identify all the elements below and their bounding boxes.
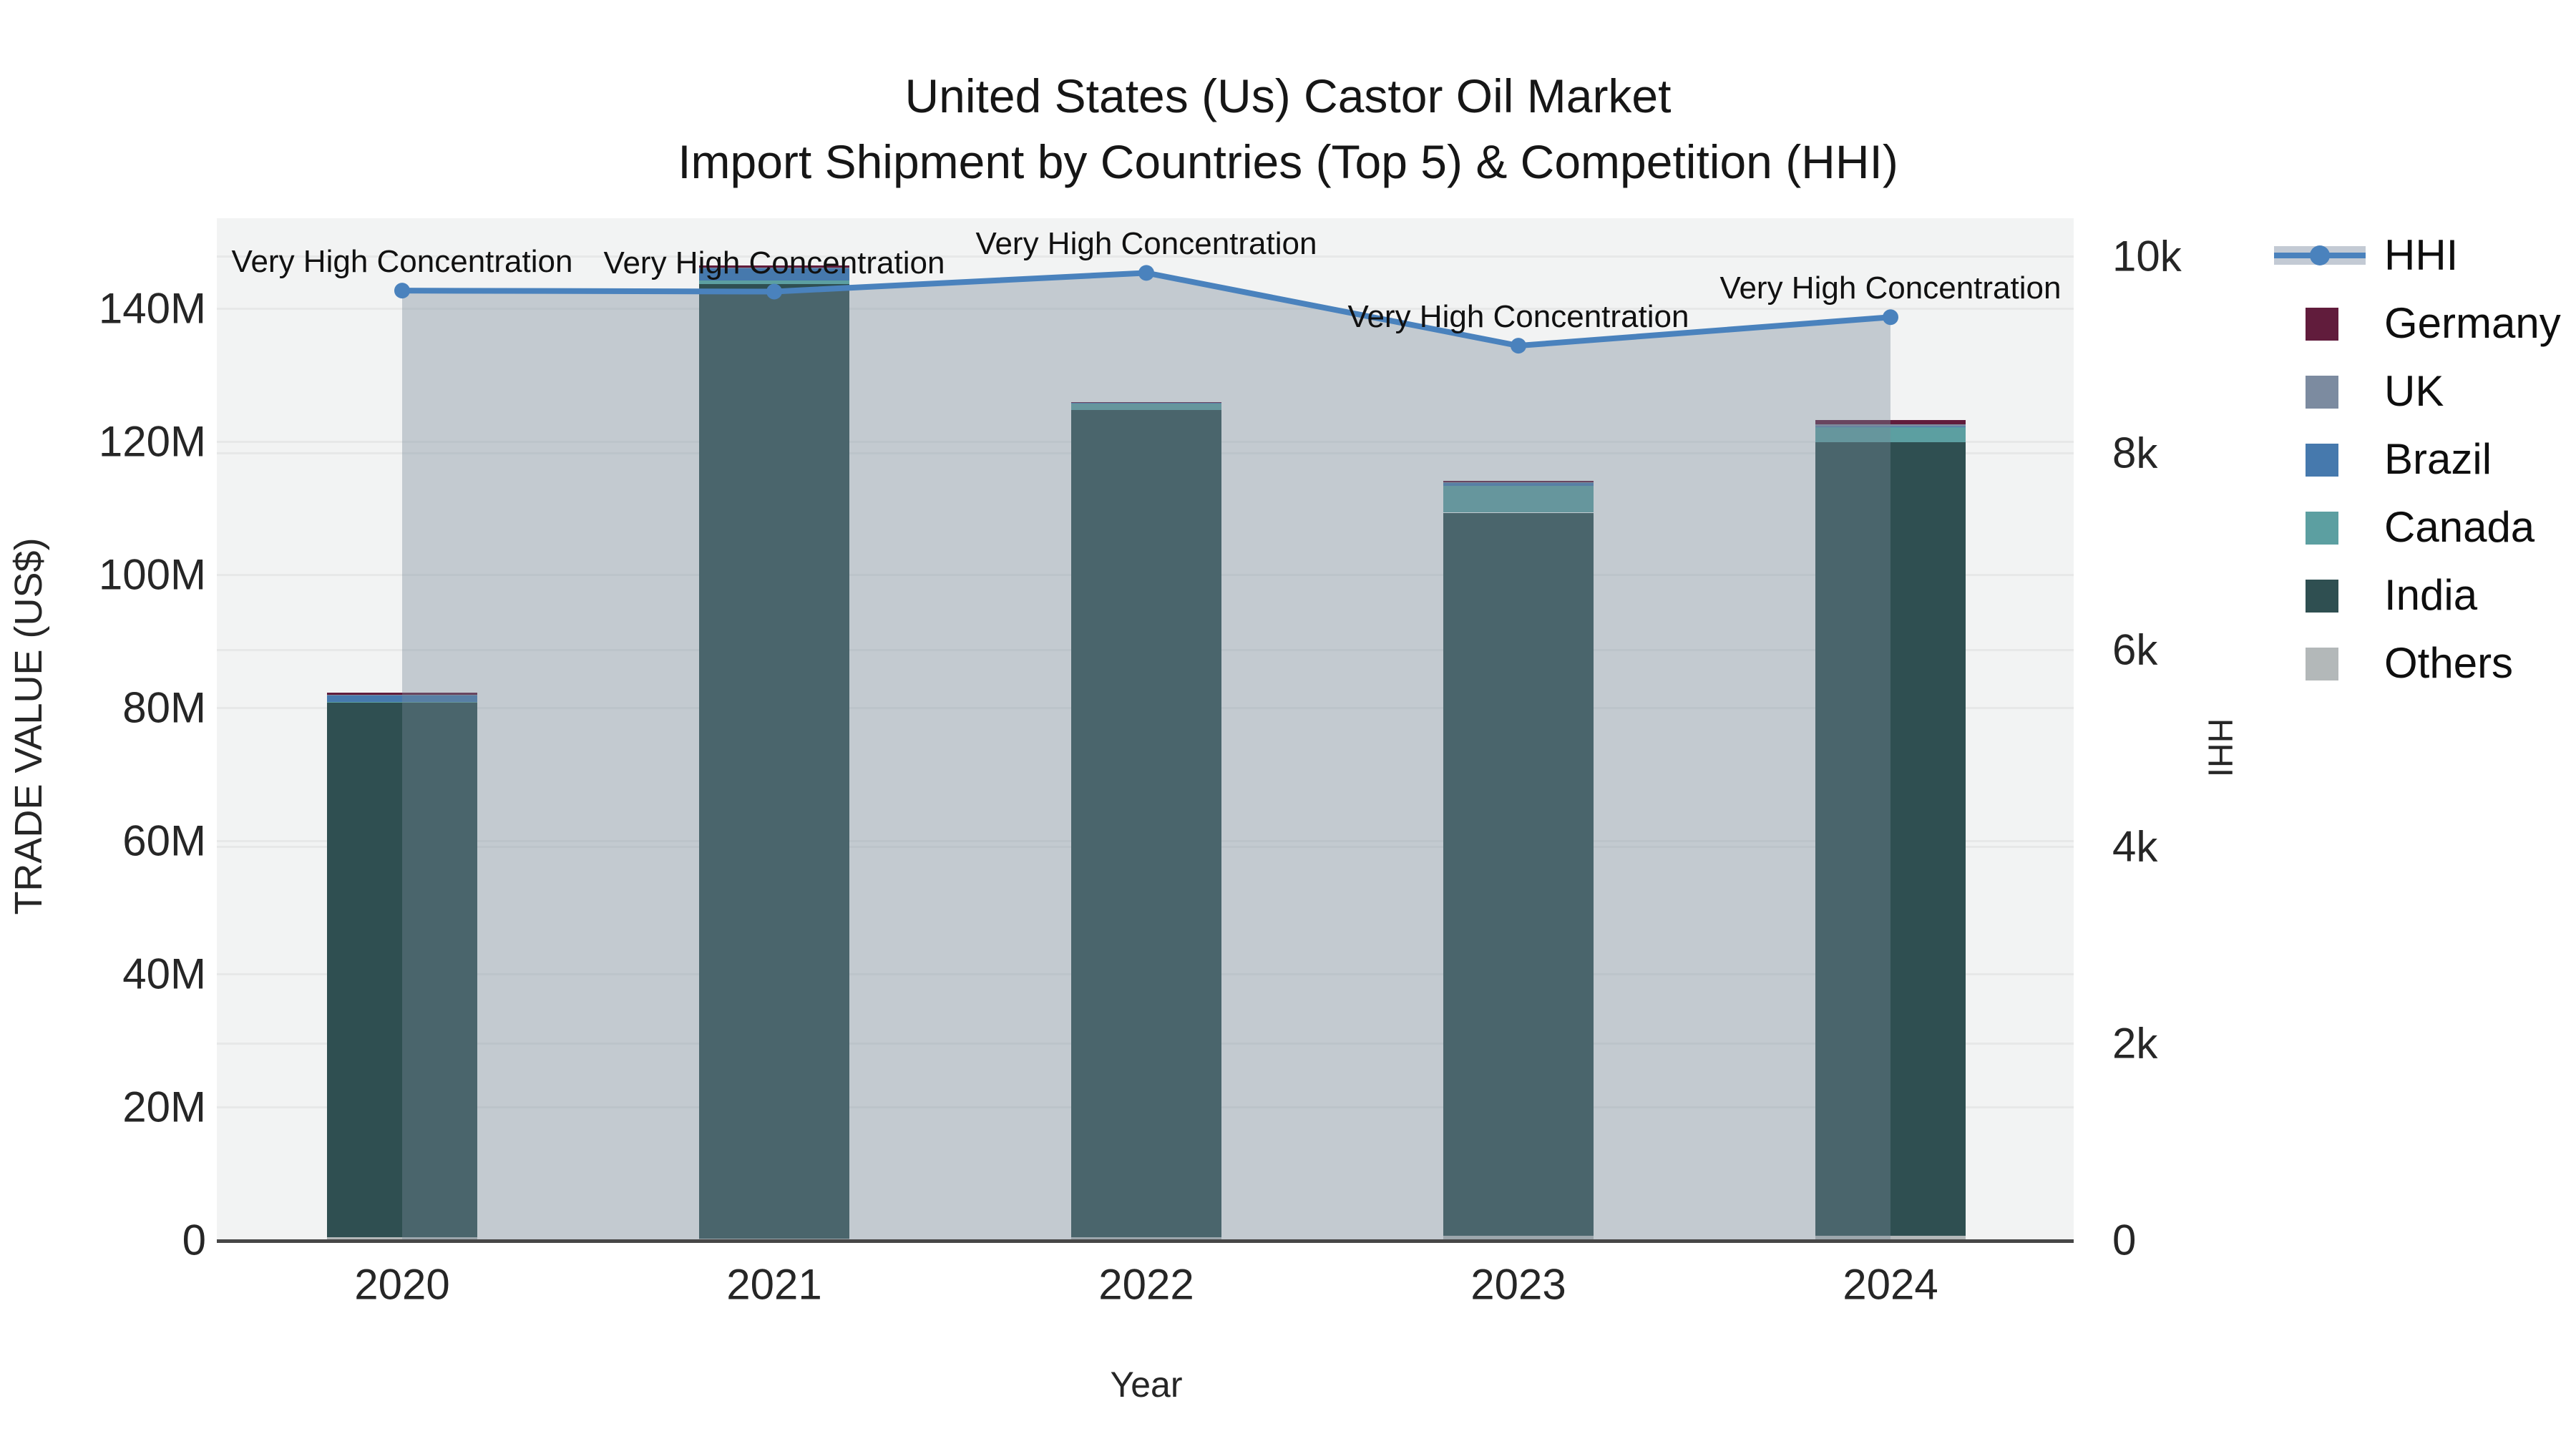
- annotation-2023: Very High Concentration: [1347, 299, 1689, 335]
- legend-label: Germany: [2384, 299, 2561, 347]
- hhi-marker-2023[interactable]: [1511, 338, 1526, 354]
- annotation-2024: Very High Concentration: [1719, 270, 2062, 306]
- legend-item-brazil[interactable]: Brazil: [2274, 434, 2561, 484]
- canada-swatch-icon: [2274, 502, 2366, 552]
- legend-item-germany[interactable]: Germany: [2274, 298, 2561, 348]
- legend-item-india[interactable]: India: [2274, 570, 2561, 620]
- right-tick-10k: 10k: [2112, 232, 2182, 280]
- chart-title-line2: Import Shipment by Countries (Top 5) & C…: [678, 135, 1898, 188]
- germany-swatch-icon: [2274, 298, 2366, 348]
- x-tick-2022: 2022: [1098, 1260, 1194, 1309]
- legend-label: Canada: [2384, 503, 2535, 551]
- bar-segment-brazil-2023[interactable]: [1443, 482, 1594, 487]
- hhi-marker-2021[interactable]: [766, 283, 782, 300]
- left-tick-60M: 60M: [122, 816, 206, 865]
- others-swatch-icon: [2274, 638, 2366, 688]
- annotation-2020: Very High Concentration: [231, 244, 573, 280]
- left-tick-100M: 100M: [98, 550, 206, 599]
- x-tick-2021: 2021: [726, 1260, 822, 1309]
- bar-segment-others-2023[interactable]: [1443, 1236, 1594, 1240]
- bar-segment-uk-2024[interactable]: [1815, 424, 1966, 426]
- bar-segment-brazil-2020[interactable]: [327, 695, 477, 702]
- x-tick-2024: 2024: [1843, 1260, 1938, 1309]
- right-tick-2k: 2k: [2112, 1019, 2158, 1068]
- hhi-area-fill: [402, 273, 1890, 1240]
- legend-item-hhi[interactable]: HHI: [2274, 230, 2561, 280]
- bar-segment-india-2023[interactable]: [1443, 512, 1594, 1236]
- x-axis-title: Year: [1110, 1365, 1183, 1405]
- bar-segment-germany-2024[interactable]: [1815, 420, 1966, 425]
- bar-segment-others-2020[interactable]: [327, 1237, 477, 1240]
- india-swatch-icon: [2274, 570, 2366, 620]
- bar-segment-india-2021[interactable]: [699, 283, 849, 1239]
- left-tick-140M: 140M: [98, 284, 206, 333]
- legend-item-canada[interactable]: Canada: [2274, 502, 2561, 552]
- legend-item-uk[interactable]: UK: [2274, 366, 2561, 416]
- left-tick-80M: 80M: [122, 683, 206, 732]
- bar-segment-germany-2021[interactable]: [699, 265, 849, 268]
- bar-segment-canada-2023[interactable]: [1443, 486, 1594, 513]
- bar-segment-canada-2022[interactable]: [1071, 403, 1221, 411]
- hhi-marker-2024[interactable]: [1883, 309, 1898, 326]
- x-tick-2020: 2020: [354, 1260, 450, 1309]
- chart-title: United States (Us) Castor Oil Market Imp…: [0, 63, 2576, 195]
- gridline-left: [217, 307, 2074, 310]
- hhi-line-swatch-icon: [2274, 230, 2366, 280]
- legend: HHI Germany UK Brazil Canada India Others: [2274, 230, 2561, 706]
- bar-segment-brazil-2021[interactable]: [699, 268, 849, 281]
- bar-segment-others-2022[interactable]: [1071, 1237, 1221, 1240]
- annotation-2022: Very High Concentration: [975, 226, 1317, 262]
- annotation-2021: Very High Concentration: [603, 245, 945, 280]
- left-tick-0: 0: [182, 1216, 206, 1264]
- legend-label: HHI: [2384, 231, 2459, 279]
- left-tick-120M: 120M: [98, 417, 206, 466]
- left-tick-40M: 40M: [122, 950, 206, 998]
- bar-segment-germany-2020[interactable]: [327, 693, 477, 695]
- legend-label: UK: [2384, 367, 2444, 415]
- plot-area: Very High Concentration Very High Concent…: [217, 218, 2074, 1243]
- bar-segment-brazil-2022[interactable]: [1071, 402, 1221, 404]
- legend-label: Brazil: [2384, 435, 2492, 483]
- bar-segment-others-2024[interactable]: [1815, 1235, 1966, 1240]
- bar-segment-india-2020[interactable]: [327, 702, 477, 1238]
- bar-segment-germany-2023[interactable]: [1443, 480, 1594, 482]
- bar-segment-canada-2024[interactable]: [1815, 427, 1966, 443]
- brazil-swatch-icon: [2274, 434, 2366, 484]
- uk-swatch-icon: [2274, 366, 2366, 416]
- right-tick-4k: 4k: [2112, 822, 2158, 871]
- gridline-right: [217, 255, 2074, 258]
- legend-label: Others: [2384, 639, 2514, 687]
- bar-segment-india-2024[interactable]: [1815, 442, 1966, 1236]
- right-axis-title: HHI: [2200, 718, 2239, 778]
- right-tick-6k: 6k: [2112, 625, 2158, 674]
- bar-segment-canada-2020[interactable]: [327, 701, 477, 703]
- legend-item-others[interactable]: Others: [2274, 638, 2561, 688]
- bar-segment-india-2022[interactable]: [1071, 410, 1221, 1238]
- hhi-marker-2020[interactable]: [394, 283, 410, 299]
- right-tick-8k: 8k: [2112, 429, 2158, 477]
- x-axis-line: [217, 1239, 2074, 1243]
- left-tick-20M: 20M: [122, 1083, 206, 1131]
- bar-segment-canada-2021[interactable]: [699, 280, 849, 284]
- bar-segment-brazil-2024[interactable]: [1815, 426, 1966, 427]
- legend-label: India: [2384, 571, 2478, 619]
- hhi-line-layer: [394, 265, 1898, 1240]
- right-tick-0: 0: [2112, 1216, 2137, 1264]
- hhi-marker-2022[interactable]: [1138, 265, 1154, 281]
- x-tick-2023: 2023: [1470, 1260, 1566, 1309]
- chart-title-line1: United States (Us) Castor Oil Market: [904, 69, 1672, 122]
